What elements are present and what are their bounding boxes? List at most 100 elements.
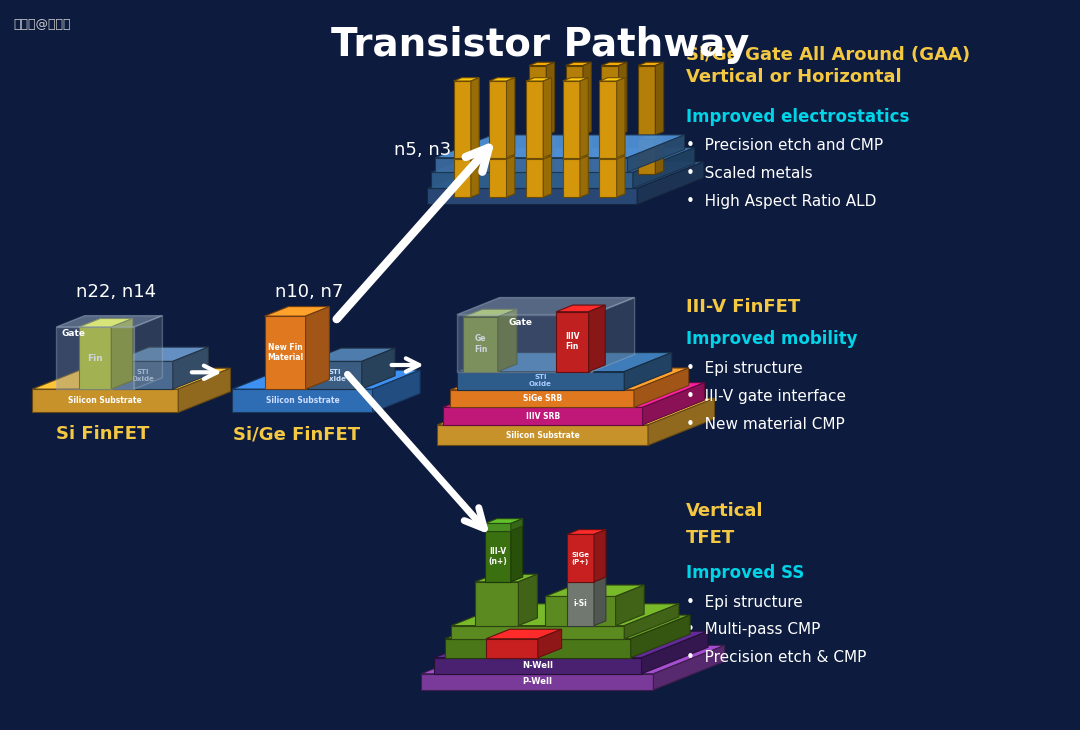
Polygon shape <box>435 135 685 158</box>
Polygon shape <box>489 155 515 159</box>
Polygon shape <box>454 159 471 197</box>
Polygon shape <box>583 136 592 174</box>
Polygon shape <box>563 155 589 159</box>
Polygon shape <box>431 172 633 188</box>
Polygon shape <box>599 77 625 81</box>
Polygon shape <box>653 645 725 690</box>
Text: IIIV
Fin: IIIV Fin <box>565 332 580 351</box>
Polygon shape <box>443 383 704 407</box>
Polygon shape <box>450 390 634 407</box>
Polygon shape <box>56 327 134 389</box>
Polygon shape <box>431 147 694 172</box>
Text: •  Epi structure: • Epi structure <box>686 595 802 610</box>
Polygon shape <box>32 368 230 389</box>
Text: Silicon Substrate: Silicon Substrate <box>266 396 339 405</box>
Polygon shape <box>529 136 555 139</box>
Polygon shape <box>566 62 592 66</box>
Polygon shape <box>529 62 555 66</box>
Polygon shape <box>113 347 208 361</box>
Polygon shape <box>427 188 637 204</box>
Polygon shape <box>435 158 627 172</box>
Polygon shape <box>232 370 420 389</box>
Text: P-Well: P-Well <box>523 677 552 686</box>
Polygon shape <box>457 315 592 372</box>
Polygon shape <box>529 139 546 174</box>
Polygon shape <box>111 318 133 389</box>
Polygon shape <box>265 316 306 389</box>
Polygon shape <box>638 139 656 174</box>
Polygon shape <box>463 317 498 372</box>
Text: Improved SS: Improved SS <box>686 564 804 582</box>
Polygon shape <box>638 62 663 66</box>
Text: SiGe
(P+): SiGe (P+) <box>571 552 590 564</box>
Polygon shape <box>457 353 672 372</box>
Polygon shape <box>566 136 592 139</box>
Text: Ge
Fin: Ge Fin <box>474 334 487 354</box>
Polygon shape <box>507 155 515 197</box>
Text: Silicon Substrate: Silicon Substrate <box>505 431 580 439</box>
Polygon shape <box>567 530 606 534</box>
Polygon shape <box>437 425 648 445</box>
Text: •  Scaled metals: • Scaled metals <box>686 166 812 181</box>
Text: Gate: Gate <box>509 318 532 327</box>
Text: Si/Ge FinFET: Si/Ge FinFET <box>233 426 361 443</box>
Polygon shape <box>624 604 679 639</box>
Polygon shape <box>616 585 644 626</box>
Polygon shape <box>617 77 625 158</box>
Polygon shape <box>583 62 592 135</box>
Polygon shape <box>602 136 627 139</box>
Polygon shape <box>489 77 515 81</box>
Text: •  Precision etch & CMP: • Precision etch & CMP <box>686 650 866 665</box>
Polygon shape <box>648 399 715 445</box>
Polygon shape <box>526 159 543 197</box>
Polygon shape <box>475 575 538 582</box>
Text: New Fin
Material: New Fin Material <box>267 343 303 362</box>
Text: N-Well: N-Well <box>523 661 553 670</box>
Polygon shape <box>485 526 523 531</box>
Polygon shape <box>634 368 689 407</box>
Polygon shape <box>580 77 589 158</box>
Polygon shape <box>178 368 230 412</box>
Text: Transistor Pathway: Transistor Pathway <box>330 26 750 64</box>
Text: IIIV SRB: IIIV SRB <box>526 412 559 420</box>
Polygon shape <box>599 159 617 197</box>
Polygon shape <box>602 62 627 66</box>
Polygon shape <box>599 155 625 159</box>
Polygon shape <box>443 407 643 425</box>
Polygon shape <box>308 348 395 361</box>
Text: •  III-V gate interface: • III-V gate interface <box>686 389 846 404</box>
Polygon shape <box>619 136 627 174</box>
Polygon shape <box>617 155 625 197</box>
Polygon shape <box>594 577 606 626</box>
Text: III-V FinFET: III-V FinFET <box>686 298 800 315</box>
Text: Si FinFET: Si FinFET <box>56 426 149 443</box>
Polygon shape <box>545 596 616 626</box>
Polygon shape <box>638 136 663 139</box>
Polygon shape <box>543 77 552 158</box>
Polygon shape <box>451 604 679 626</box>
Text: n10, n7: n10, n7 <box>275 283 343 301</box>
Polygon shape <box>485 518 523 523</box>
Polygon shape <box>543 155 552 197</box>
Polygon shape <box>498 310 517 372</box>
Polygon shape <box>134 315 162 389</box>
Polygon shape <box>437 399 715 425</box>
Polygon shape <box>485 531 511 582</box>
Text: STI
Oxide: STI Oxide <box>132 369 154 382</box>
Polygon shape <box>434 658 642 674</box>
Text: 搜狐号@王石头: 搜狐号@王石头 <box>13 18 70 31</box>
Polygon shape <box>507 77 515 158</box>
Polygon shape <box>526 77 552 81</box>
Text: Improved electrostatics: Improved electrostatics <box>686 108 909 126</box>
Polygon shape <box>485 523 511 531</box>
Polygon shape <box>589 305 605 372</box>
Polygon shape <box>556 312 589 372</box>
Text: Improved mobility: Improved mobility <box>686 331 858 348</box>
Polygon shape <box>173 347 208 389</box>
Polygon shape <box>511 518 523 531</box>
Polygon shape <box>656 136 663 174</box>
Polygon shape <box>445 615 690 639</box>
Text: •  Epi structure: • Epi structure <box>686 361 802 376</box>
Text: n22, n14: n22, n14 <box>76 283 156 301</box>
Polygon shape <box>599 81 617 158</box>
